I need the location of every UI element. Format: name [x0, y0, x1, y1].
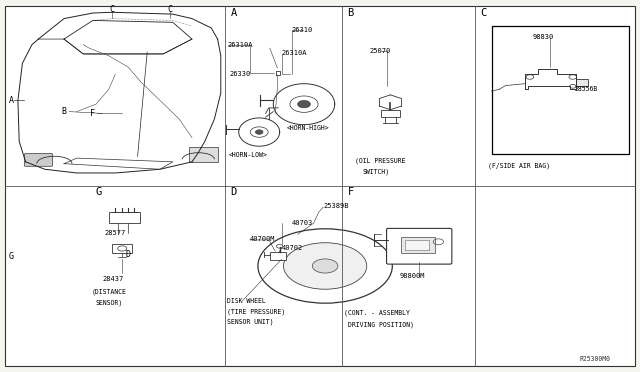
- FancyBboxPatch shape: [24, 154, 52, 166]
- Text: 25070: 25070: [370, 48, 391, 54]
- Text: 98830: 98830: [532, 34, 554, 40]
- Ellipse shape: [312, 259, 338, 273]
- Text: 28556B: 28556B: [575, 86, 598, 92]
- FancyBboxPatch shape: [387, 228, 452, 264]
- Text: G: G: [96, 187, 102, 196]
- Text: (DISTANCE: (DISTANCE: [92, 289, 126, 295]
- Text: 40702: 40702: [282, 246, 303, 251]
- Text: SWITCH): SWITCH): [363, 169, 390, 176]
- Bar: [405, 240, 429, 250]
- Text: (CONT. - ASSEMBLY: (CONT. - ASSEMBLY: [344, 310, 410, 317]
- Text: 26310A: 26310A: [228, 42, 253, 48]
- Ellipse shape: [284, 243, 367, 289]
- Text: A: A: [9, 96, 14, 105]
- Bar: [189, 147, 218, 162]
- Text: SENSOR): SENSOR): [96, 300, 123, 307]
- Circle shape: [255, 130, 263, 134]
- Text: DRIVING POSITION): DRIVING POSITION): [348, 321, 413, 328]
- Text: 98800M: 98800M: [400, 273, 426, 279]
- Text: R25300M0: R25300M0: [579, 356, 610, 362]
- Text: 26310: 26310: [292, 27, 313, 33]
- Text: SENSOR UNIT): SENSOR UNIT): [227, 318, 274, 325]
- Text: F: F: [90, 109, 95, 118]
- Text: <HORN-HIGH>: <HORN-HIGH>: [287, 125, 330, 131]
- Text: 40703: 40703: [291, 220, 312, 226]
- Text: F: F: [348, 187, 354, 196]
- Bar: [381, 110, 400, 117]
- Text: C: C: [480, 8, 486, 18]
- Text: C: C: [167, 5, 172, 14]
- Text: C: C: [109, 5, 115, 14]
- Bar: [492, 26, 629, 154]
- Circle shape: [298, 100, 310, 108]
- Bar: [112, 244, 132, 253]
- Text: D: D: [230, 187, 237, 196]
- Bar: [576, 79, 588, 86]
- Text: <HORN-LOW>: <HORN-LOW>: [229, 152, 268, 158]
- Text: DISK WHEEL: DISK WHEEL: [227, 298, 266, 304]
- Text: 28437: 28437: [102, 276, 124, 282]
- Text: (TIRE PRESSURE): (TIRE PRESSURE): [227, 308, 285, 315]
- Ellipse shape: [258, 229, 392, 303]
- Text: G: G: [9, 252, 14, 261]
- Text: 40700M: 40700M: [250, 236, 275, 242]
- Text: D: D: [125, 250, 131, 259]
- Text: 25389B: 25389B: [324, 203, 349, 209]
- Text: (OIL PRESSURE: (OIL PRESSURE: [355, 157, 406, 164]
- Bar: [270, 252, 286, 260]
- Text: (F/SIDE AIR BAG): (F/SIDE AIR BAG): [488, 162, 550, 169]
- Bar: [401, 237, 435, 253]
- Text: 28577: 28577: [104, 230, 125, 236]
- Text: 26330: 26330: [229, 71, 250, 77]
- Text: A: A: [230, 8, 237, 18]
- Text: 26310A: 26310A: [282, 50, 307, 56]
- Text: B: B: [61, 107, 67, 116]
- Bar: [109, 212, 140, 223]
- Text: B: B: [348, 8, 354, 18]
